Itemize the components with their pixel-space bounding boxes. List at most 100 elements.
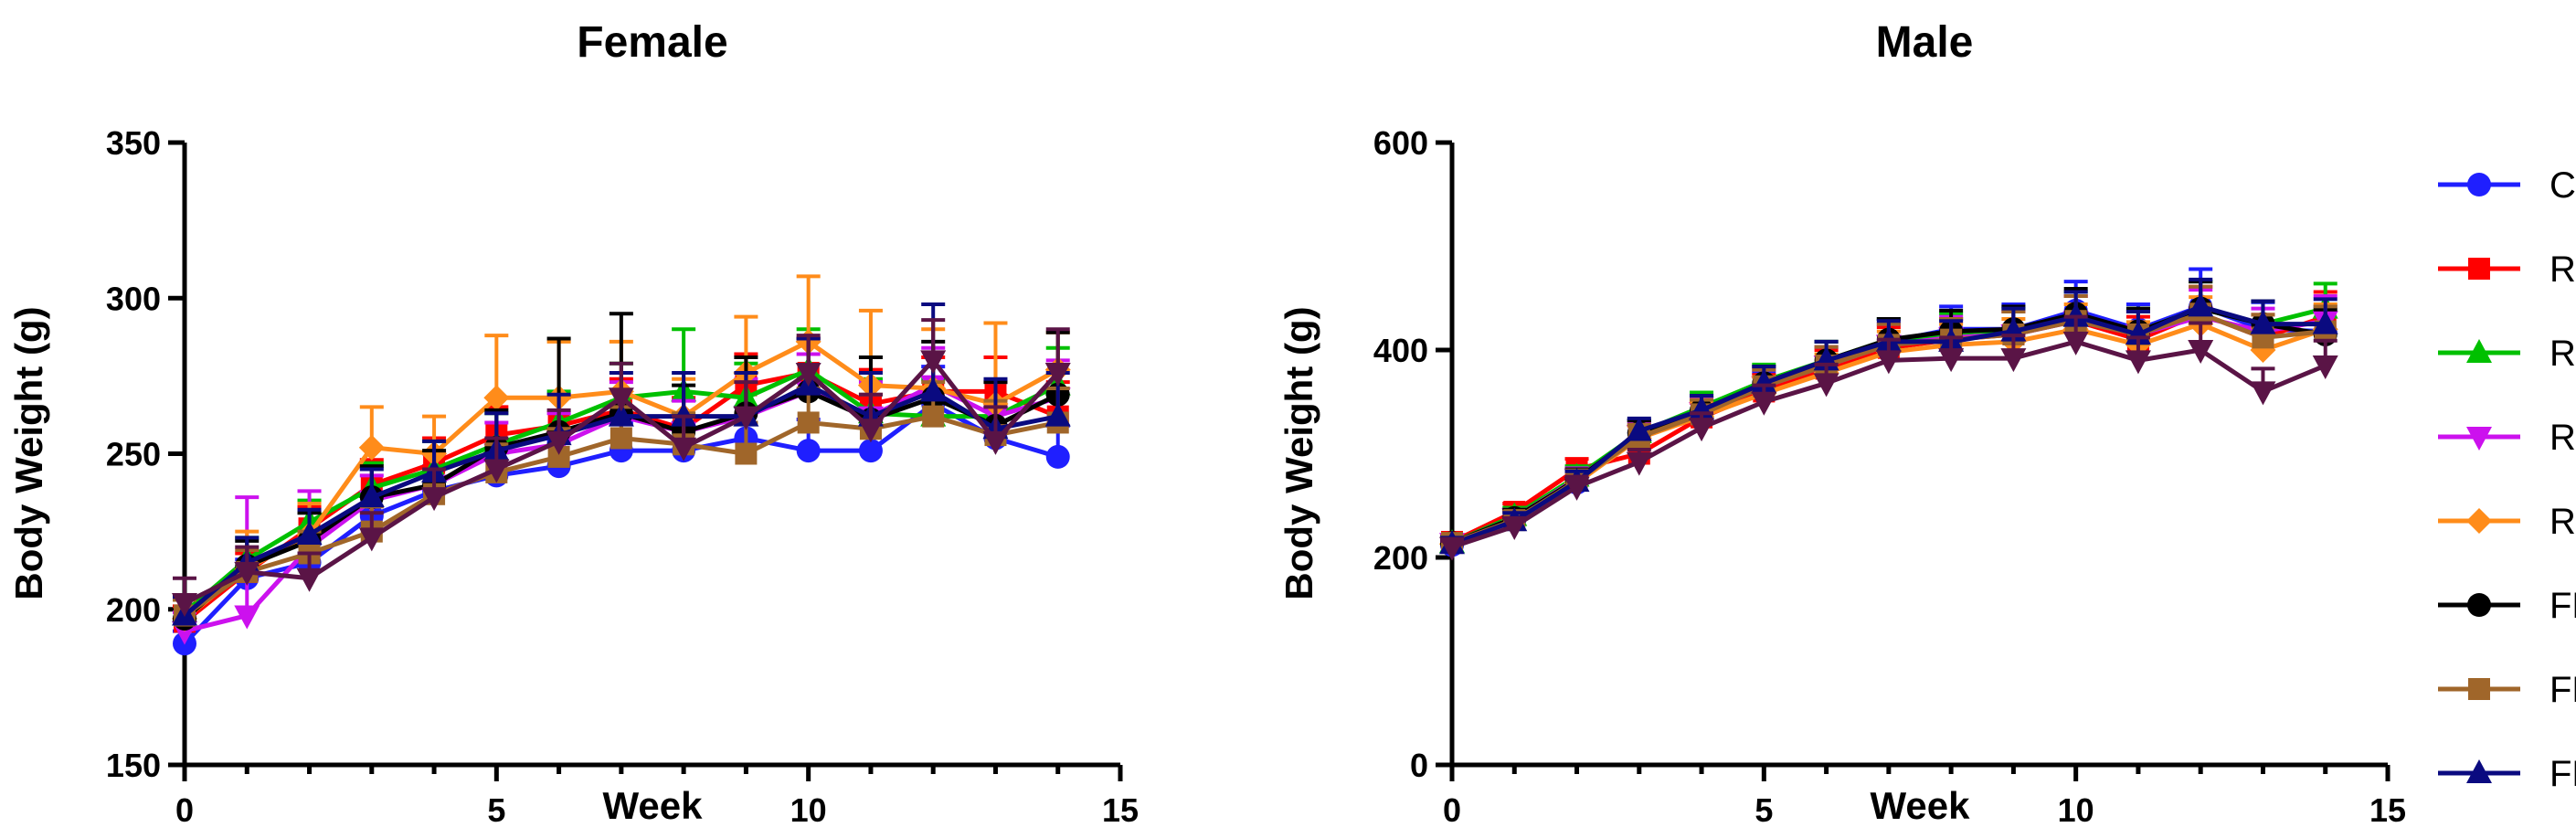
x-tick-label: 10	[790, 791, 827, 829]
data-point	[1044, 362, 1071, 387]
data-point	[1875, 350, 1902, 375]
data-point	[1689, 418, 1715, 442]
legend-label: RC-UHD	[2549, 502, 2576, 542]
data-point	[2000, 348, 2027, 373]
legend-label: RC-LD	[2549, 249, 2576, 290]
data-point	[1938, 348, 1965, 373]
data-point	[2250, 310, 2276, 334]
x-tick-label: 5	[487, 791, 505, 829]
y-tick-label: 300	[106, 280, 161, 317]
legend-item-rc-uhd: RC-UHD	[2438, 502, 2576, 542]
data-point	[922, 405, 945, 428]
data-point	[358, 434, 385, 461]
data-point	[1626, 417, 1652, 441]
data-point	[1751, 391, 1777, 416]
data-point	[2188, 292, 2214, 317]
data-point	[421, 487, 448, 512]
data-point	[1045, 444, 1070, 469]
data-point	[795, 362, 822, 387]
x-tick-label: 0	[1443, 791, 1461, 829]
legend-marker	[2466, 508, 2492, 534]
data-point	[2062, 331, 2089, 355]
legend-label: FRC-HD	[2549, 754, 2576, 794]
y-axis-label: Body Weight (g)	[1277, 306, 1320, 599]
y-tick-label: 400	[1373, 332, 1428, 369]
data-point	[296, 568, 323, 592]
legend-label: RC-MD	[2549, 334, 2576, 374]
x-tick-label: 0	[175, 791, 194, 829]
legend-marker	[2468, 258, 2490, 280]
data-point	[920, 377, 947, 402]
data-point	[546, 430, 572, 455]
legend-marker	[2466, 339, 2492, 363]
legend-marker	[2466, 759, 2492, 783]
legend-item-rc-md: RC-MD	[2438, 334, 2576, 374]
series-frc-uhd	[1439, 314, 2338, 561]
data-point	[234, 561, 260, 586]
legend-label: FRC-LD	[2549, 586, 2576, 626]
data-point	[2312, 355, 2338, 380]
data-point	[796, 439, 821, 463]
legend-item-frc-ld: FRC-LD	[2438, 586, 2576, 626]
data-point	[234, 605, 260, 630]
data-point	[2188, 340, 2214, 364]
data-point	[982, 430, 1009, 455]
female-chart: Female 150 200 250 300 350 0 5 10 15 Week Body Weig…	[7, 18, 1139, 829]
legend-label: RC-HD	[2549, 418, 2576, 458]
y-axis-label: Body Weight (g)	[7, 306, 50, 599]
legend-marker	[2468, 678, 2490, 700]
data-point	[483, 385, 510, 411]
legend-marker	[2466, 427, 2492, 451]
chart-title: Male	[1876, 18, 1974, 67]
data-point	[857, 419, 884, 443]
legend: Control RC-LD RC-MD RC-HD RC-UHD FRC-LD FRC-MD…	[2438, 165, 2576, 794]
data-point	[671, 437, 697, 461]
data-point	[797, 411, 820, 434]
data-point	[733, 406, 759, 430]
legend-item-rc-ld: RC-LD	[2438, 249, 2576, 290]
chart-title: Female	[577, 18, 727, 67]
y-tick-label: 250	[106, 436, 161, 473]
y-tick-label: 0	[1410, 747, 1428, 784]
data-point	[608, 402, 634, 427]
data-point	[358, 527, 385, 552]
x-tick-label: 15	[2369, 791, 2406, 829]
legend-item-control: Control	[2438, 165, 2576, 206]
data-point	[483, 459, 510, 483]
y-tick-label: 350	[106, 124, 161, 162]
data-point	[610, 427, 632, 450]
x-tick-label: 15	[1102, 791, 1139, 829]
data-point	[858, 439, 883, 463]
data-point	[1044, 402, 1071, 427]
data-point	[1501, 515, 1528, 540]
legend-item-frc-hd: FRC-HD	[2438, 754, 2576, 794]
male-chart: Male 0 200 400 600 0 5 10 15 Week Body Weight (g)	[1277, 18, 2406, 829]
y-tick-label: 600	[1373, 124, 1428, 162]
legend-item-rc-hd: RC-HD	[2438, 418, 2576, 458]
y-tick-label: 150	[106, 747, 161, 784]
y-tick-label: 200	[1373, 539, 1428, 577]
data-point	[735, 442, 758, 465]
data-point	[1439, 536, 1465, 561]
legend-label: Control	[2549, 165, 2576, 206]
legend-marker	[2467, 173, 2491, 196]
series-frc-uhd	[172, 318, 1071, 617]
data-point	[358, 483, 385, 508]
data-point	[608, 387, 634, 412]
x-tick-label: 5	[1754, 791, 1773, 829]
data-point	[1751, 369, 1777, 394]
data-point	[296, 521, 323, 546]
legend-item-frc-md: FRC-MD	[2438, 670, 2576, 710]
data-point	[2250, 381, 2276, 406]
data-point	[1813, 373, 1839, 398]
x-axis-label: Week	[603, 784, 704, 827]
data-point	[172, 592, 197, 617]
data-point	[1626, 451, 1652, 476]
data-point	[920, 350, 947, 375]
data-point	[1564, 476, 1590, 501]
legend-label: FRC-MD	[2549, 670, 2576, 710]
y-tick-label: 200	[106, 591, 161, 629]
data-point	[2125, 350, 2151, 375]
